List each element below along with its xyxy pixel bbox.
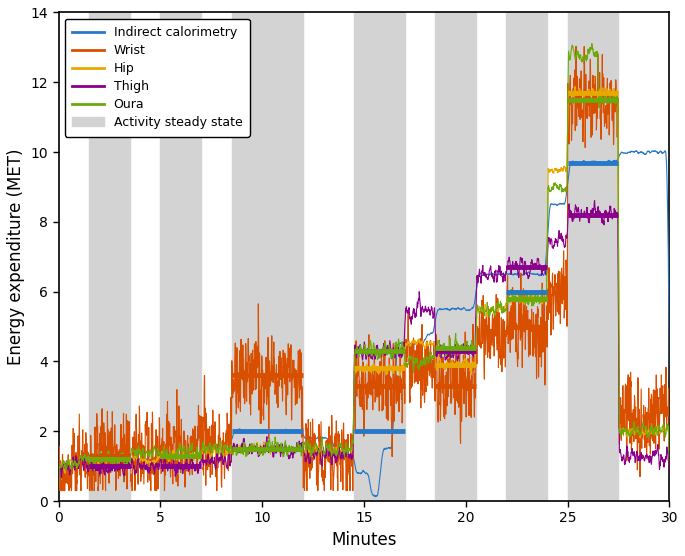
Bar bbox=[567, 12, 619, 501]
Bar bbox=[89, 12, 129, 501]
X-axis label: Minutes: Minutes bbox=[331, 531, 397, 549]
Legend: Indirect calorimetry, Wrist, Hip, Thigh, Oura, Activity steady state: Indirect calorimetry, Wrist, Hip, Thigh,… bbox=[65, 19, 250, 137]
Bar bbox=[506, 12, 547, 501]
Y-axis label: Energy expenditure (MET): Energy expenditure (MET) bbox=[7, 148, 25, 365]
Bar bbox=[353, 12, 405, 501]
Bar bbox=[160, 12, 201, 501]
Bar bbox=[232, 12, 303, 501]
Bar bbox=[435, 12, 476, 501]
